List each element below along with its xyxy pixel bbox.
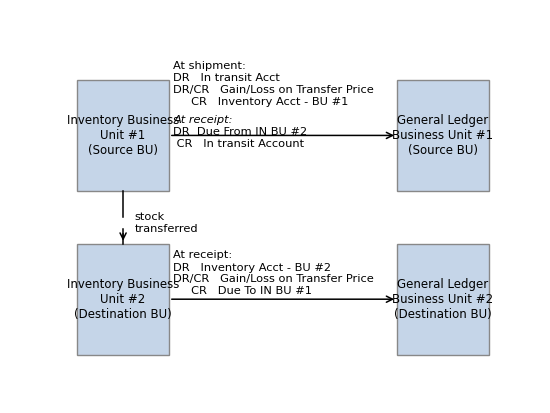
Text: At shipment:: At shipment: xyxy=(173,61,246,71)
FancyBboxPatch shape xyxy=(397,80,488,191)
Text: At receipt:: At receipt: xyxy=(173,115,233,125)
Text: DR/CR   Gain/Loss on Transfer Price: DR/CR Gain/Loss on Transfer Price xyxy=(173,274,374,285)
Text: CR   Inventory Acct - BU #1: CR Inventory Acct - BU #1 xyxy=(173,97,349,107)
Text: Inventory Business
Unit #2
(Destination BU): Inventory Business Unit #2 (Destination … xyxy=(67,278,179,321)
Text: General Ledger
Business Unit #2
(Destination BU): General Ledger Business Unit #2 (Destina… xyxy=(392,278,493,321)
Text: DR   In transit Acct: DR In transit Acct xyxy=(173,74,280,83)
Text: DR  Due From IN BU #2: DR Due From IN BU #2 xyxy=(173,128,307,138)
Text: Inventory Business
Unit #1
(Source BU): Inventory Business Unit #1 (Source BU) xyxy=(67,114,179,157)
FancyBboxPatch shape xyxy=(77,80,169,191)
Text: CR   Due To IN BU #1: CR Due To IN BU #1 xyxy=(173,286,312,296)
Text: General Ledger
Business Unit #1
(Source BU): General Ledger Business Unit #1 (Source … xyxy=(392,114,493,157)
FancyBboxPatch shape xyxy=(397,244,488,355)
Text: CR   In transit Account: CR In transit Account xyxy=(173,139,304,149)
Text: DR   Inventory Acct - BU #2: DR Inventory Acct - BU #2 xyxy=(173,263,331,273)
Text: DR/CR   Gain/Loss on Transfer Price: DR/CR Gain/Loss on Transfer Price xyxy=(173,85,374,95)
FancyBboxPatch shape xyxy=(77,244,169,355)
Text: stock
transferred: stock transferred xyxy=(135,212,199,234)
Text: At receipt:: At receipt: xyxy=(173,250,233,260)
